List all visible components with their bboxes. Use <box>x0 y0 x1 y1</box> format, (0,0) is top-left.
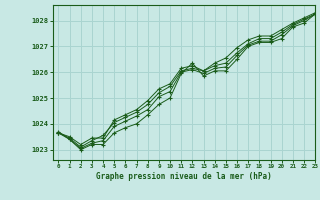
X-axis label: Graphe pression niveau de la mer (hPa): Graphe pression niveau de la mer (hPa) <box>96 172 272 181</box>
